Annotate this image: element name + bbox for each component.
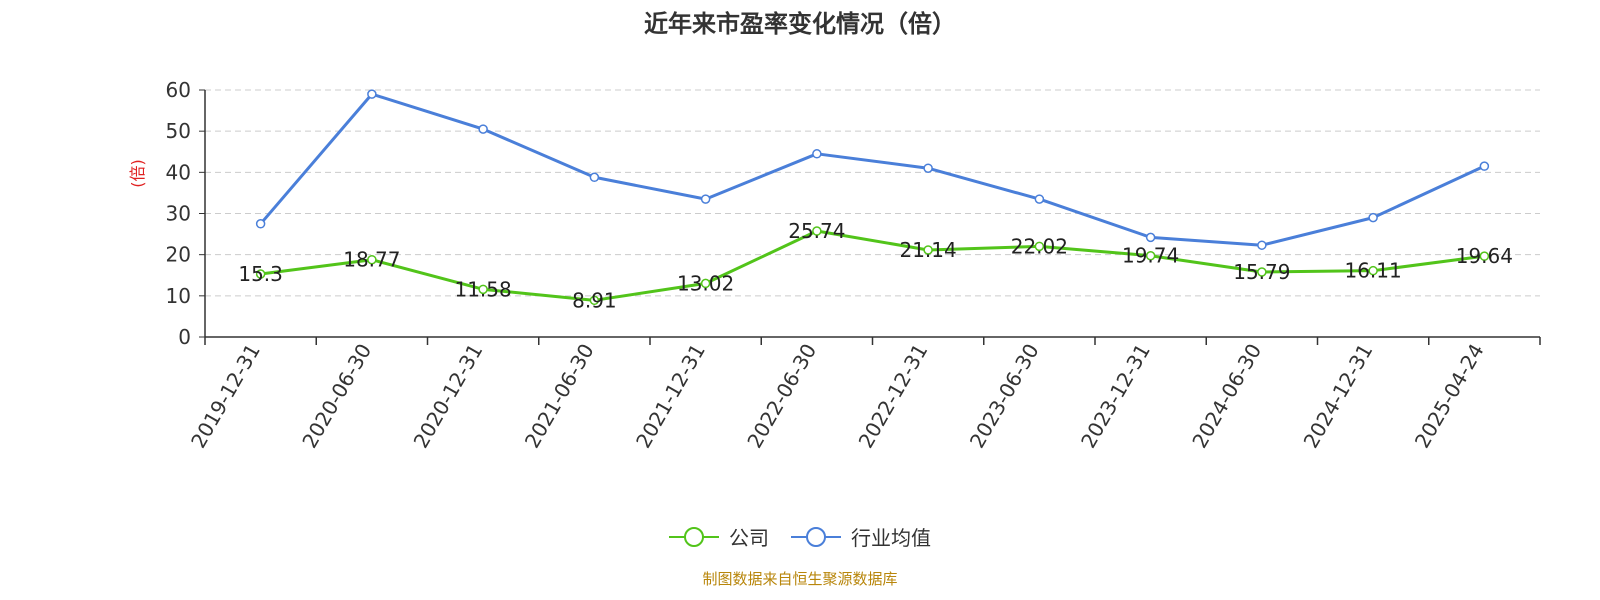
y-tick-label: 0: [178, 325, 191, 349]
legend: 公司 行业均值: [0, 522, 1600, 551]
data-point-company: [589, 295, 600, 306]
data-label-company: 16.11: [1344, 259, 1401, 283]
legend-label-company: 公司: [729, 526, 769, 550]
x-tick-label: 2025-04-24: [1410, 340, 1489, 453]
data-labels: 15.3 18.77 11.58 8.91 13.02 25.74 21.14 22.02 19…: [238, 219, 1513, 312]
y-tick-label: 30: [166, 202, 191, 226]
data-point-industry: [1368, 212, 1378, 223]
circle-line-icon: [791, 526, 841, 547]
x-tick-label: 2024-06-30: [1187, 340, 1266, 453]
data-label-company: 18.77: [343, 248, 400, 272]
x-tick-label: 2019-12-31: [186, 340, 265, 453]
data-point-industry: [478, 124, 488, 134]
data-point-industry: [1257, 240, 1267, 250]
data-point-company: [1034, 241, 1045, 252]
data-point-industry: [367, 89, 377, 99]
y-tick-label: 50: [166, 119, 191, 143]
data-point-company: [700, 278, 711, 289]
data-point-company: [255, 269, 266, 279]
x-tick-label: 2022-06-30: [742, 340, 821, 453]
data-point-company: [478, 284, 488, 295]
y-tick-label: 10: [166, 284, 191, 308]
grid-lines: [205, 89, 1540, 297]
data-point-company: [367, 254, 377, 265]
y-tick-label: 60: [166, 78, 191, 102]
series-lines: [255, 89, 1490, 306]
data-point-company: [812, 226, 822, 236]
x-tick-label: 2021-06-30: [520, 340, 599, 453]
x-tick-label: 2023-12-31: [1076, 340, 1155, 453]
data-point-industry: [1034, 194, 1045, 204]
data-point-company: [1368, 265, 1378, 276]
circle-line-icon: [669, 526, 719, 547]
y-tick-label: 20: [166, 243, 191, 267]
data-point-industry: [812, 149, 822, 159]
data-point-company: [1257, 267, 1267, 277]
data-point-industry: [700, 194, 711, 204]
data-label-company: 22.02: [1011, 234, 1068, 258]
data-point-industry: [923, 163, 933, 173]
data-point-company: [923, 245, 933, 255]
data-point-industry: [255, 219, 266, 229]
x-tick-label: 2020-12-31: [409, 340, 488, 453]
data-label-company: 11.58: [454, 277, 511, 301]
series-line-industry: [259, 92, 1486, 247]
data-label-company: 19.74: [1122, 244, 1179, 268]
data-label-company: 15.3: [238, 262, 283, 286]
data-point-industry: [1479, 161, 1490, 171]
data-point-company: [1479, 251, 1490, 261]
data-label-company: 21.14: [899, 238, 956, 262]
legend-item-industry[interactable]: 行业均值: [791, 522, 931, 551]
y-tick-label: 40: [166, 160, 191, 184]
x-tick-label: 2022-12-31: [854, 340, 933, 453]
data-label-company: 15.79: [1233, 260, 1290, 284]
x-tick-label: 2021-12-31: [631, 340, 710, 453]
x-tick-label: 2023-06-30: [965, 340, 1044, 453]
x-tick-label: 2020-06-30: [297, 340, 376, 453]
series-line-company: [260, 229, 1485, 302]
data-point-company: [1145, 250, 1156, 261]
data-label-company: 25.74: [788, 219, 845, 243]
source-footer: 制图数据来自恒生聚源数据库: [702, 570, 898, 588]
chart-title: 近年来市盈率变化情况（倍）: [644, 10, 956, 38]
y-axis-label: (倍): [128, 159, 147, 188]
data-label-company: 19.64: [1456, 244, 1513, 268]
data-label-company: 13.02: [677, 271, 734, 295]
data-point-industry: [1145, 232, 1156, 243]
legend-label-industry: 行业均值: [851, 526, 931, 550]
data-point-industry: [589, 172, 600, 183]
data-label-company: 8.91: [572, 288, 617, 312]
x-tick-label: 2024-12-31: [1299, 340, 1378, 453]
legend-item-company[interactable]: 公司: [669, 522, 769, 551]
